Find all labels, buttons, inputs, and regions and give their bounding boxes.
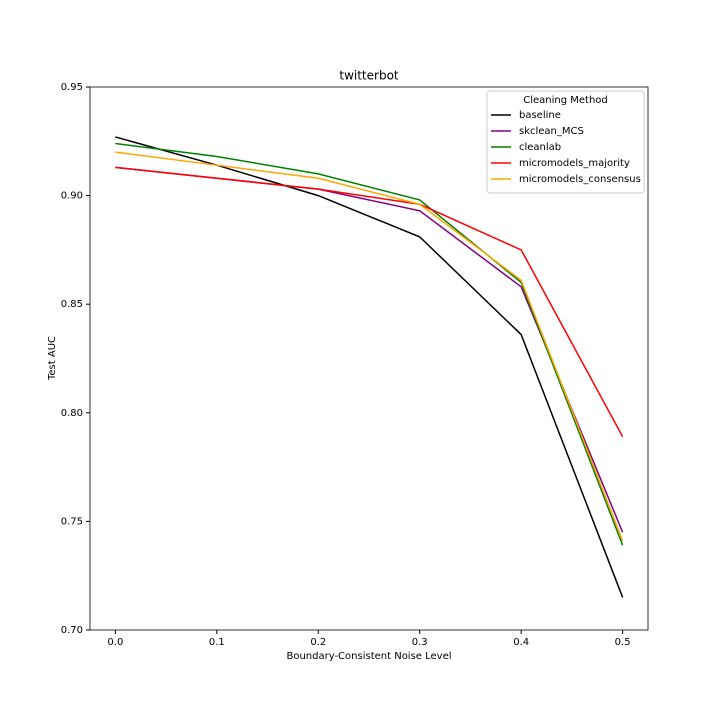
legend-label: skclean_MCS xyxy=(519,126,584,137)
y-tick-label: 0.75 xyxy=(61,516,83,527)
legend-label: micromodels_majority xyxy=(519,158,630,169)
x-tick-label: 0.4 xyxy=(513,637,529,648)
y-tick-label: 0.90 xyxy=(61,191,83,202)
legend-label: baseline xyxy=(519,110,561,121)
x-axis-label: Boundary-Consistent Noise Level xyxy=(286,651,451,662)
line xyxy=(115,151,624,542)
chart-title: twitterbot xyxy=(339,69,399,83)
x-tick-label: 0.3 xyxy=(412,637,428,648)
y-tick-label: 0.70 xyxy=(61,625,83,636)
legend-label: cleanlab xyxy=(519,142,561,153)
x-tick-label: 0.1 xyxy=(209,637,225,648)
line xyxy=(115,136,624,598)
plot-frame xyxy=(89,86,649,631)
y-tick-label: 0.95 xyxy=(61,82,83,93)
legend-box xyxy=(486,90,645,194)
legend-title: Cleaning Method xyxy=(523,95,608,106)
y-tick-label: 0.85 xyxy=(61,299,83,310)
y-tick-label: 0.80 xyxy=(61,408,83,419)
legend-label: micromodels_consensus xyxy=(519,174,641,185)
x-tick-label: 0.2 xyxy=(310,637,326,648)
x-tick-label: 0.5 xyxy=(615,637,631,648)
y-axis-label: Test AUC xyxy=(47,336,58,381)
line xyxy=(115,142,624,546)
line xyxy=(115,166,624,438)
x-tick-label: 0.0 xyxy=(107,637,123,648)
